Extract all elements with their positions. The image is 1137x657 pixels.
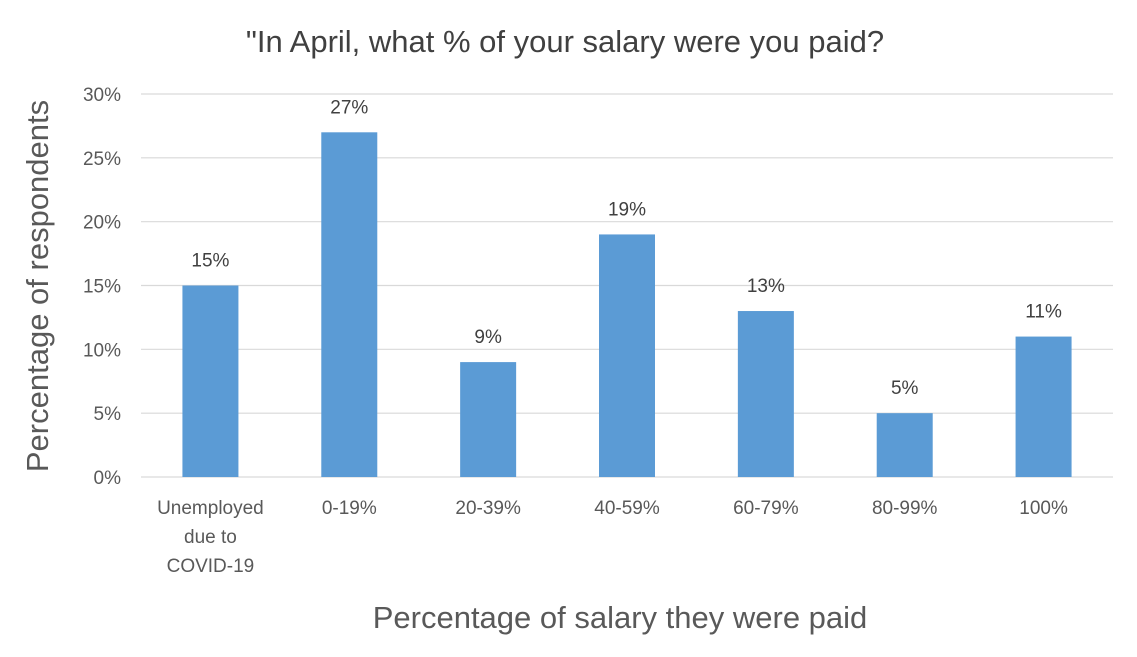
x-category-line: 80-99% — [872, 498, 938, 519]
x-category-line: 0-19% — [322, 498, 377, 519]
y-tick-label: 0% — [94, 468, 122, 489]
y-axis-ticks: 0% 5% 10% 15% 20% 25% 30% — [83, 85, 121, 489]
y-tick-label: 30% — [83, 85, 121, 106]
y-tick-label: 15% — [83, 277, 121, 298]
x-axis-categories: Unemployed due to COVID-19 0-19% 20-39% 40-59… — [157, 498, 1068, 577]
y-tick-label: 5% — [94, 404, 122, 425]
bars — [182, 132, 1072, 478]
bar — [460, 362, 517, 477]
x-category-line: Unemployed — [157, 498, 264, 519]
bar — [876, 413, 933, 477]
data-label: 5% — [891, 378, 919, 399]
y-tick-label: 25% — [83, 149, 121, 170]
x-category-line: 100% — [1019, 498, 1068, 519]
data-label: 27% — [330, 97, 368, 118]
x-category-label: 100% — [1019, 498, 1068, 519]
x-axis-title: Percentage of salary they were paid — [373, 600, 868, 635]
x-category-line: 60-79% — [733, 498, 799, 519]
data-label: 13% — [747, 276, 785, 297]
bar — [321, 132, 378, 478]
y-tick-label: 10% — [83, 340, 121, 361]
data-labels: 15% 27% 9% 19% 13% 5% 11% — [191, 97, 1062, 399]
bar — [1015, 336, 1072, 477]
x-category-label: 40-59% — [594, 498, 660, 519]
chart-title: "In April, what % of your salary were yo… — [246, 24, 884, 59]
x-category-label: 80-99% — [872, 498, 938, 519]
x-category-line: 40-59% — [594, 498, 660, 519]
x-category-line: COVID-19 — [167, 556, 255, 577]
data-label: 19% — [608, 199, 646, 220]
x-category-label: 20-39% — [455, 498, 521, 519]
x-category-label: 60-79% — [733, 498, 799, 519]
data-label: 9% — [474, 327, 502, 348]
bar — [599, 234, 655, 477]
data-label: 15% — [191, 251, 229, 272]
y-tick-label: 20% — [83, 213, 121, 234]
x-category-line: due to — [184, 527, 237, 548]
data-label: 11% — [1025, 302, 1062, 323]
x-category-label: 0-19% — [322, 498, 377, 519]
bar — [737, 311, 794, 477]
y-axis-title: Percentage of respondents — [20, 100, 55, 472]
x-category-label: Unemployed due to COVID-19 — [157, 498, 264, 577]
bar — [182, 285, 239, 477]
x-category-line: 20-39% — [455, 498, 521, 519]
